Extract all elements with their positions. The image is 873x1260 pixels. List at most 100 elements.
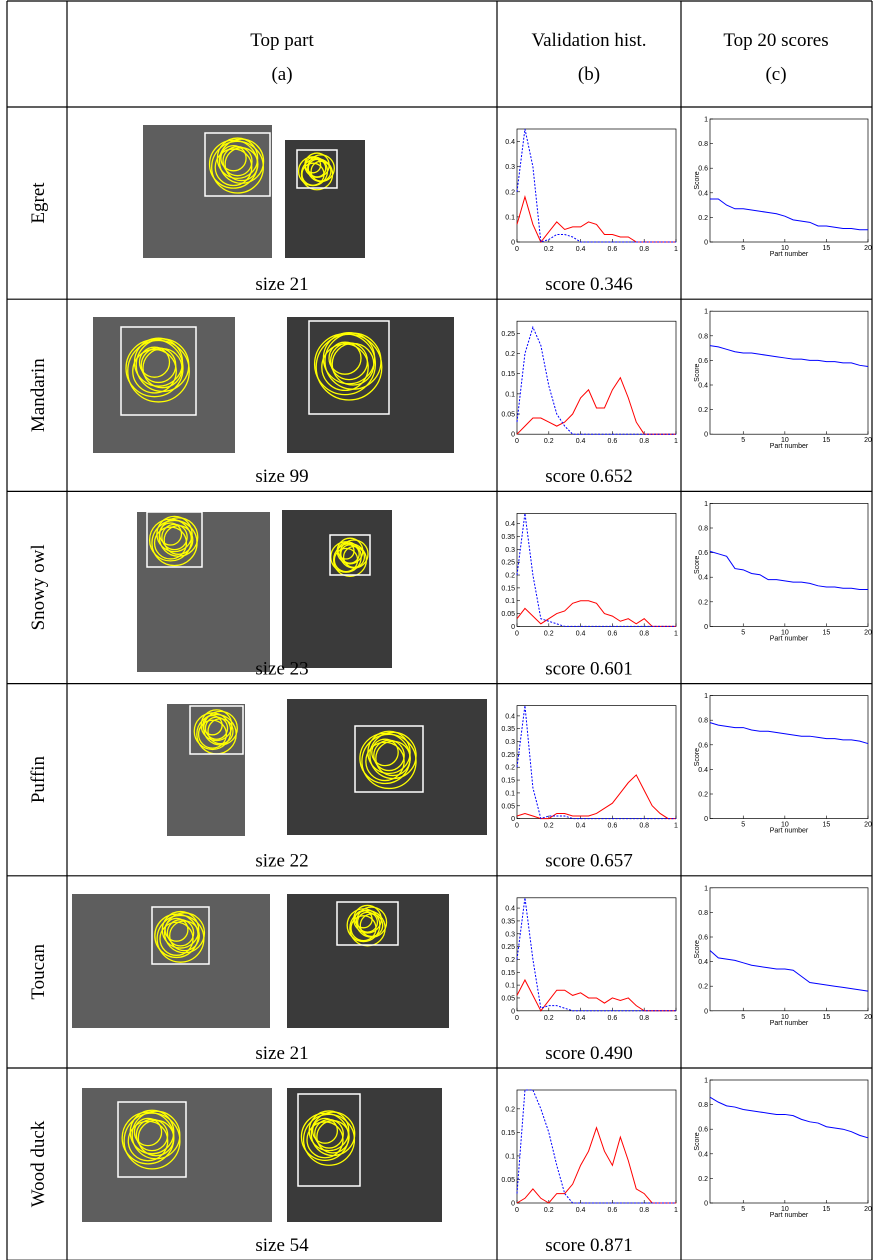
y-tick-label: 0.4: [698, 959, 708, 966]
x-tick-label: 0.8: [639, 246, 649, 253]
y-tick-label: 0.4: [505, 521, 515, 528]
feature-circle: [220, 144, 247, 172]
y-tick-label: 0: [511, 624, 515, 631]
y-tick-label: 0.2: [698, 599, 708, 606]
y-tick-label: 0.15: [501, 970, 515, 977]
x-tick-label: 0: [515, 1207, 519, 1214]
size-caption: size 54: [255, 1235, 309, 1256]
y-tick-label: 0.4: [505, 713, 515, 720]
hist-line: [516, 194, 676, 243]
x-tick-label: 20: [864, 437, 872, 444]
feature-circle: [197, 719, 228, 749]
y-tick-label: 0.05: [501, 412, 515, 419]
y-tick-label: 0.2: [505, 765, 515, 772]
feature-circle: [346, 908, 381, 943]
feature-circle: [135, 1118, 169, 1152]
header: Validation hist.: [531, 30, 646, 51]
hist-line: [516, 1126, 676, 1204]
y-tick-label: 0: [511, 240, 515, 247]
row-label: Mandarin: [28, 358, 49, 432]
y-axis-label: Score: [694, 1132, 701, 1150]
y-tick-label: 0.8: [698, 141, 708, 148]
x-tick-label: 0: [515, 823, 519, 830]
x-tick-label: 15: [823, 437, 831, 444]
x-tick-label: 15: [823, 1206, 831, 1213]
x-tick-label: 1: [674, 1207, 678, 1214]
feature-circle: [373, 739, 405, 772]
y-tick-label: 0.3: [505, 739, 515, 746]
x-tick-label: 0.6: [608, 1015, 618, 1022]
feature-circle: [314, 1118, 344, 1149]
y-tick-label: 0.1: [505, 1153, 515, 1160]
y-tick-label: 0.25: [501, 560, 515, 567]
photo: [287, 1088, 442, 1222]
score-caption: score 0.346: [545, 274, 633, 295]
feature-circle: [321, 343, 369, 392]
y-tick-label: 1: [704, 1078, 708, 1085]
x-axis-label: Part number: [770, 828, 809, 835]
y-tick-label: 0.2: [698, 407, 708, 414]
header-tag: (c): [765, 64, 786, 85]
plot-frame: [709, 695, 869, 819]
x-axis-label: Part number: [770, 635, 809, 642]
plot-frame: [516, 128, 677, 243]
x-tick-label: 10: [781, 1206, 789, 1213]
y-tick-label: 0.05: [501, 803, 515, 810]
y-tick-label: 0.1: [505, 983, 515, 990]
x-tick-label: 0.2: [544, 246, 554, 253]
x-tick-label: 0.4: [576, 1015, 586, 1022]
score-caption: score 0.657: [545, 851, 633, 872]
x-tick-label: 10: [781, 245, 789, 252]
feature-circle: [158, 517, 199, 557]
plot-frame: [516, 513, 677, 627]
photo: [82, 1088, 272, 1222]
x-tick-label: 15: [823, 629, 831, 636]
y-tick-label: 0: [704, 432, 708, 439]
x-tick-label: 0.8: [639, 438, 649, 445]
header: Top 20 scores: [723, 30, 828, 51]
feature-circle: [151, 519, 198, 567]
x-tick-label: 20: [864, 245, 872, 252]
y-tick-label: 0: [511, 432, 515, 439]
x-tick-label: 10: [781, 629, 789, 636]
y-axis-label: Score: [694, 363, 701, 381]
feature-circle: [156, 515, 193, 553]
y-tick-label: 0.4: [698, 190, 708, 197]
y-tick-label: 0.05: [501, 995, 515, 1002]
score-line: [709, 950, 869, 992]
feature-circle: [204, 716, 229, 740]
part-box: [146, 511, 203, 568]
y-tick-label: 0.2: [698, 1176, 708, 1183]
feature-circle: [297, 156, 329, 187]
row-label: Puffin: [28, 756, 49, 804]
y-tick-label: 0.2: [505, 1106, 515, 1113]
part-box: [189, 705, 244, 755]
y-tick-label: 0.8: [698, 910, 708, 917]
x-tick-label: 0: [515, 1015, 519, 1022]
feature-circle: [159, 921, 194, 956]
feature-circle: [308, 1110, 350, 1152]
feature-circle: [356, 911, 379, 933]
y-tick-label: 0.25: [501, 331, 515, 338]
y-tick-label: 0.35: [501, 918, 515, 925]
hist-line: [516, 128, 676, 243]
x-tick-label: 0.4: [576, 438, 586, 445]
size-caption: size 22: [255, 851, 308, 872]
feature-circle: [300, 157, 334, 191]
x-tick-label: 20: [864, 1206, 872, 1213]
feature-circle: [336, 537, 364, 565]
y-tick-label: 0.2: [505, 189, 515, 196]
y-tick-label: 0.3: [505, 931, 515, 938]
x-tick-label: 0.8: [639, 630, 649, 637]
feature-circle: [307, 154, 335, 183]
feature-circle: [214, 148, 253, 187]
y-tick-label: 0.15: [501, 778, 515, 785]
feature-circle: [332, 542, 368, 578]
y-tick-label: 1: [704, 885, 708, 892]
score-caption: score 0.490: [545, 1043, 633, 1064]
y-axis-label: Score: [694, 556, 701, 574]
x-tick-label: 0.4: [576, 823, 586, 830]
plot-frame: [516, 705, 677, 819]
y-tick-label: 0.15: [501, 371, 515, 378]
feature-circle: [203, 710, 238, 746]
